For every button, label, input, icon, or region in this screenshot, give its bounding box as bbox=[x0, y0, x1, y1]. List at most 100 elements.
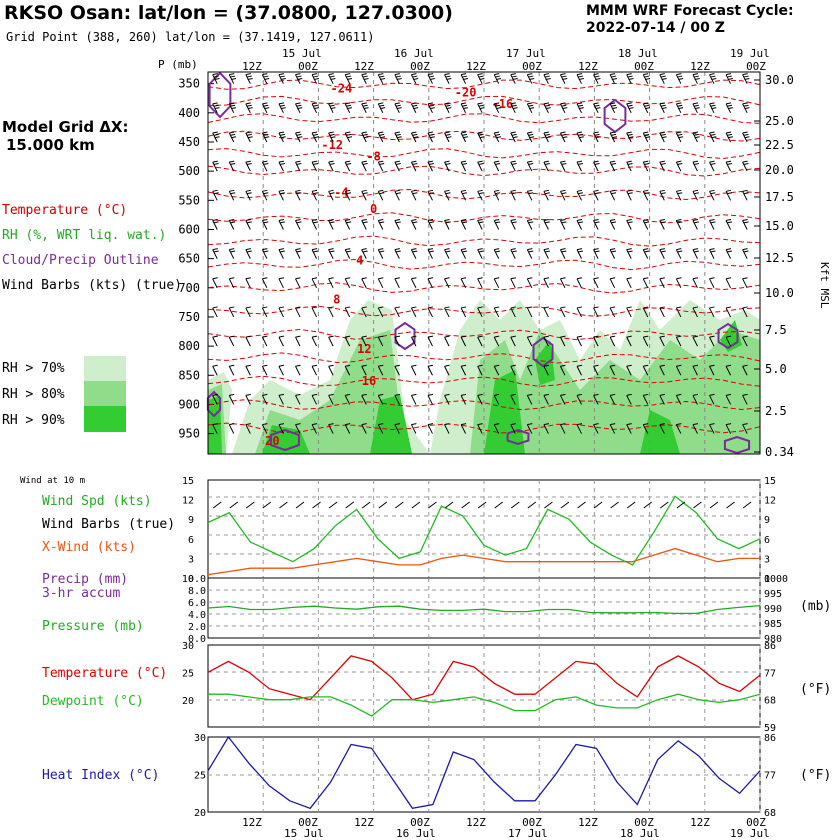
wind-panel-title: Wind at 10 m bbox=[20, 476, 86, 486]
top-hour-label-3: 00Z bbox=[410, 60, 430, 73]
wind-barb-flag bbox=[461, 163, 468, 166]
wind-barb bbox=[228, 160, 236, 172]
wind-barb-flag bbox=[677, 250, 683, 253]
wind-barb-flag bbox=[709, 189, 715, 192]
pressure-right-tick-0: 1000 bbox=[764, 574, 788, 585]
wind-barb-flag bbox=[328, 277, 334, 280]
p-label-9: 800 bbox=[178, 339, 200, 353]
wind-barb bbox=[245, 364, 251, 376]
wind-barb bbox=[477, 189, 484, 201]
rh-swatch-70 bbox=[84, 356, 126, 381]
wind-barb bbox=[642, 73, 651, 84]
wind-barb-shaft bbox=[593, 366, 599, 376]
wind-barb-flag bbox=[330, 77, 336, 80]
wind-barb-flag bbox=[610, 393, 616, 396]
wind-barb-shaft bbox=[311, 366, 318, 376]
wind-barb-flag bbox=[527, 218, 533, 221]
wind-barb-flag bbox=[262, 189, 268, 192]
wind-barb-flag bbox=[378, 189, 384, 192]
wind-barb-flag bbox=[477, 277, 483, 280]
wind-barb-shaft bbox=[493, 278, 500, 289]
wind-barb-flag bbox=[528, 250, 534, 253]
wind-barb-flag bbox=[446, 107, 452, 110]
wind-barb-flag bbox=[411, 393, 417, 396]
wind-barb-shaft bbox=[328, 366, 334, 376]
surface-wind-barb bbox=[361, 501, 371, 509]
wind-barb-flag bbox=[478, 104, 484, 107]
wind-barb-shaft bbox=[328, 336, 334, 347]
wind-barb-flag bbox=[527, 248, 533, 251]
wind-barb-shaft bbox=[609, 424, 616, 434]
wind-barb-flag bbox=[413, 77, 419, 80]
temp-contour-9 bbox=[207, 258, 761, 271]
wind-barb-shaft bbox=[245, 366, 251, 376]
wind-barb-shaft bbox=[526, 191, 533, 201]
wind-barb-flag bbox=[725, 393, 732, 396]
wind-barbs-label: Wind Barbs (true) bbox=[42, 517, 176, 532]
wind-barb-shaft bbox=[742, 249, 748, 259]
wind-barb-flag bbox=[709, 335, 715, 338]
wind-barb-shaft bbox=[245, 395, 251, 405]
wind-barb bbox=[228, 423, 235, 434]
wind-barb-flag bbox=[328, 248, 334, 251]
wind-barb-flag bbox=[676, 248, 682, 251]
wind-barb bbox=[576, 248, 584, 259]
wind-barb-flag bbox=[627, 75, 633, 78]
wind-barb bbox=[328, 248, 335, 259]
wind-barb-shaft bbox=[377, 307, 384, 318]
wind-barb-flag bbox=[725, 423, 732, 426]
wind-barb-flag bbox=[527, 131, 533, 134]
wind-barb-flag bbox=[427, 160, 434, 163]
rh-swatch-80 bbox=[84, 381, 126, 406]
surface-wind-barb-shaft bbox=[212, 501, 222, 509]
wind-barb bbox=[344, 364, 351, 376]
wind-barb bbox=[328, 306, 334, 318]
wind-barb-shaft bbox=[593, 424, 599, 434]
wind-barb bbox=[377, 189, 385, 201]
wind-barb-shaft bbox=[675, 395, 682, 405]
cloud-outline-7 bbox=[270, 428, 300, 452]
wind-barb-flag bbox=[444, 306, 450, 309]
wind-barb bbox=[493, 277, 500, 289]
wind-barb-flag bbox=[510, 218, 516, 221]
wind-barb-flag bbox=[610, 163, 617, 166]
wind-barb-flag bbox=[644, 133, 650, 136]
wind-barb-flag bbox=[610, 306, 616, 309]
wind-barb-flag bbox=[477, 364, 483, 367]
wind-barb bbox=[642, 248, 650, 259]
wind-barb bbox=[410, 393, 417, 405]
wind-barb bbox=[642, 160, 650, 172]
wind-barb-flag bbox=[378, 73, 384, 76]
wind-barb bbox=[410, 102, 419, 114]
wind-barb-flag bbox=[528, 133, 534, 136]
wind-barb bbox=[560, 248, 567, 259]
wind-barb-flag bbox=[461, 335, 467, 338]
wind-barb-flag bbox=[676, 189, 682, 192]
wind-barb-flag bbox=[477, 160, 483, 163]
wind-barb-flag bbox=[445, 75, 451, 78]
wind-barb-flag bbox=[710, 221, 716, 224]
rh90-region-4 bbox=[535, 340, 555, 385]
wind-barb-flag bbox=[692, 306, 699, 309]
temp-contour-label-10: 16 bbox=[362, 374, 376, 388]
temp-contour-8 bbox=[207, 235, 761, 247]
temp-contour-label-0: -24 bbox=[331, 81, 353, 95]
wind-barb bbox=[725, 189, 733, 201]
wind-barb-flag bbox=[378, 335, 384, 338]
wind-barb-shaft bbox=[543, 278, 549, 289]
wind-barb-flag bbox=[744, 107, 750, 110]
wind-barb-flag bbox=[311, 393, 318, 396]
wind-barb-flag bbox=[610, 189, 616, 192]
wind-barb-flag bbox=[610, 75, 617, 78]
bottom-hour-label-9: 00Z bbox=[746, 816, 766, 829]
wind-barb-shaft bbox=[560, 307, 566, 318]
wind-barb bbox=[427, 248, 434, 259]
wind-barb-flag bbox=[478, 75, 484, 78]
wind-barb-flag bbox=[742, 423, 748, 426]
wind-barb bbox=[245, 131, 253, 143]
wind-barb-flag bbox=[626, 277, 632, 280]
wind-barb bbox=[344, 160, 352, 172]
wind-barb-flag bbox=[644, 77, 651, 80]
wind-barb-shaft bbox=[328, 220, 334, 230]
wind-barb bbox=[593, 160, 600, 172]
